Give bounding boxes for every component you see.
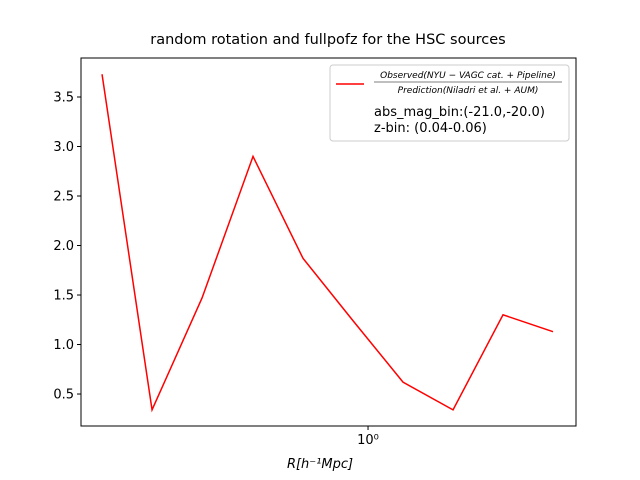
y-tick-label: 2.5 (53, 190, 74, 205)
x-tick-label: 10⁰ (357, 433, 379, 448)
y-tick-label: 1.5 (53, 289, 74, 304)
chart-title: random rotation and fullpofz for the HSC… (150, 32, 505, 48)
y-tick-label: 3.0 (53, 140, 74, 155)
legend-annotation: abs_mag_bin:(-21.0,-20.0) (374, 105, 545, 120)
legend-annotation: z-bin: (0.04-0.06) (374, 121, 487, 136)
legend-box (329, 64, 570, 142)
legend-denominator: Prediction(Niladri et al. + AUM) (398, 86, 539, 96)
x-axis-label: R[h⁻¹Mpc] (287, 457, 353, 472)
legend-numerator: Observed(NYU − VAGC cat. + Pipeline) (380, 71, 556, 81)
data-line (101, 74, 554, 413)
y-tick-label: 0.5 (53, 388, 74, 403)
y-tick-label: 3.5 (53, 91, 74, 106)
plot-frame (80, 57, 577, 427)
y-tick-label: 2.0 (53, 239, 74, 254)
y-tick-label: 1.0 (53, 338, 74, 353)
